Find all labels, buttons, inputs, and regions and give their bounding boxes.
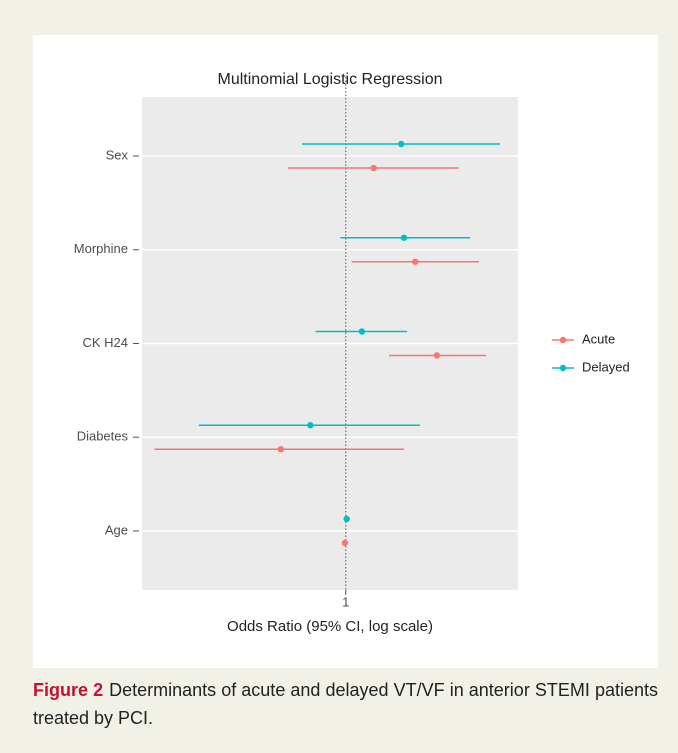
legend-point: [559, 364, 567, 372]
caption: Figure 2 Determinants of acute and delaye…: [33, 676, 658, 732]
legend-label: Acute: [582, 331, 615, 346]
chart: Multinomial Logistic Regression Odds Rat…: [74, 71, 630, 635]
point: [307, 422, 314, 429]
point: [397, 140, 405, 148]
point: [277, 446, 285, 453]
y-tick-label: CK H24: [82, 335, 128, 350]
x-axis-title: Odds Ratio (95% CI, log scale): [227, 618, 433, 635]
y-tick-label: Sex: [106, 147, 129, 162]
point: [433, 352, 441, 359]
y-tick-label: Morphine: [74, 241, 128, 256]
point: [411, 258, 419, 265]
legend-point: [559, 336, 567, 344]
y-tick-label: Diabetes: [77, 429, 129, 444]
x-tick-label: 1: [342, 594, 349, 609]
point: [343, 515, 350, 523]
chart-title: Multinomial Logistic Regression: [218, 71, 443, 88]
legend-label: Delayed: [582, 359, 630, 374]
point: [370, 164, 377, 172]
caption-label: Figure 2: [33, 680, 104, 700]
point: [358, 328, 366, 335]
point: [400, 234, 408, 241]
caption-text: Determinants of acute and delayed VT/VF …: [33, 680, 658, 728]
y-tick-label: Age: [105, 522, 128, 537]
point: [341, 539, 349, 547]
